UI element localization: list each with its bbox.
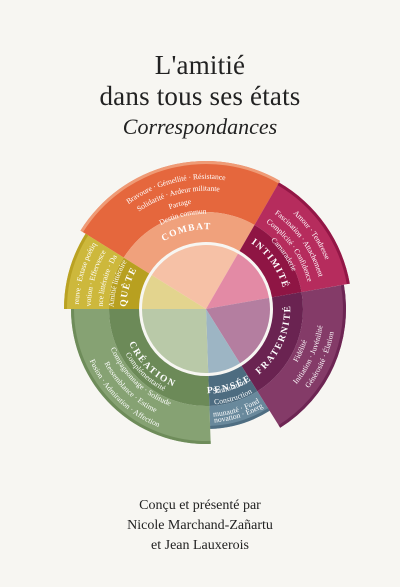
fraternite-center-wedge [206, 297, 270, 364]
pensee-center-wedge [206, 309, 240, 373]
pensee-rim [210, 408, 270, 429]
creation-outer-wedge [71, 309, 211, 444]
combat-band [123, 212, 255, 274]
subtitle: Correspondances [122, 114, 278, 139]
intimite-center-wedge [206, 253, 270, 309]
credits: Conçu et présenté par Nicole Marchand-Za… [0, 496, 400, 556]
fraternite-outer-wedge [257, 284, 346, 428]
quete-rim [64, 233, 89, 309]
intimite-outer-wedge [254, 182, 350, 293]
creation-band [109, 309, 210, 407]
outer-ring [64, 160, 350, 444]
credits-line-3: et Jean Lauxerois [151, 538, 249, 553]
center-disc [142, 245, 270, 373]
pensee-band [208, 365, 258, 406]
quete-center-wedge [142, 275, 206, 309]
credits-line-1: Conçu et présenté par [139, 498, 261, 513]
creation-center-wedge [142, 309, 209, 373]
combat-center-wedge [151, 245, 238, 309]
title-line-1: L'amitié [154, 50, 246, 80]
quete-word-line: Épreuve · Extase poétique [0, 0, 98, 305]
label-band [109, 212, 303, 407]
title-line-2: dans tous ses états [99, 81, 301, 111]
pensee-outer-wedge [209, 391, 270, 429]
title-block: L'amitié dans tous ses états Corresponda… [0, 50, 400, 141]
credits-line-2: Nicole Marchand-Zañartu [127, 518, 273, 533]
fraternite-band [241, 292, 303, 392]
intimite-band [239, 224, 302, 298]
fraternite-rim [278, 284, 346, 428]
quete-band [109, 257, 150, 309]
